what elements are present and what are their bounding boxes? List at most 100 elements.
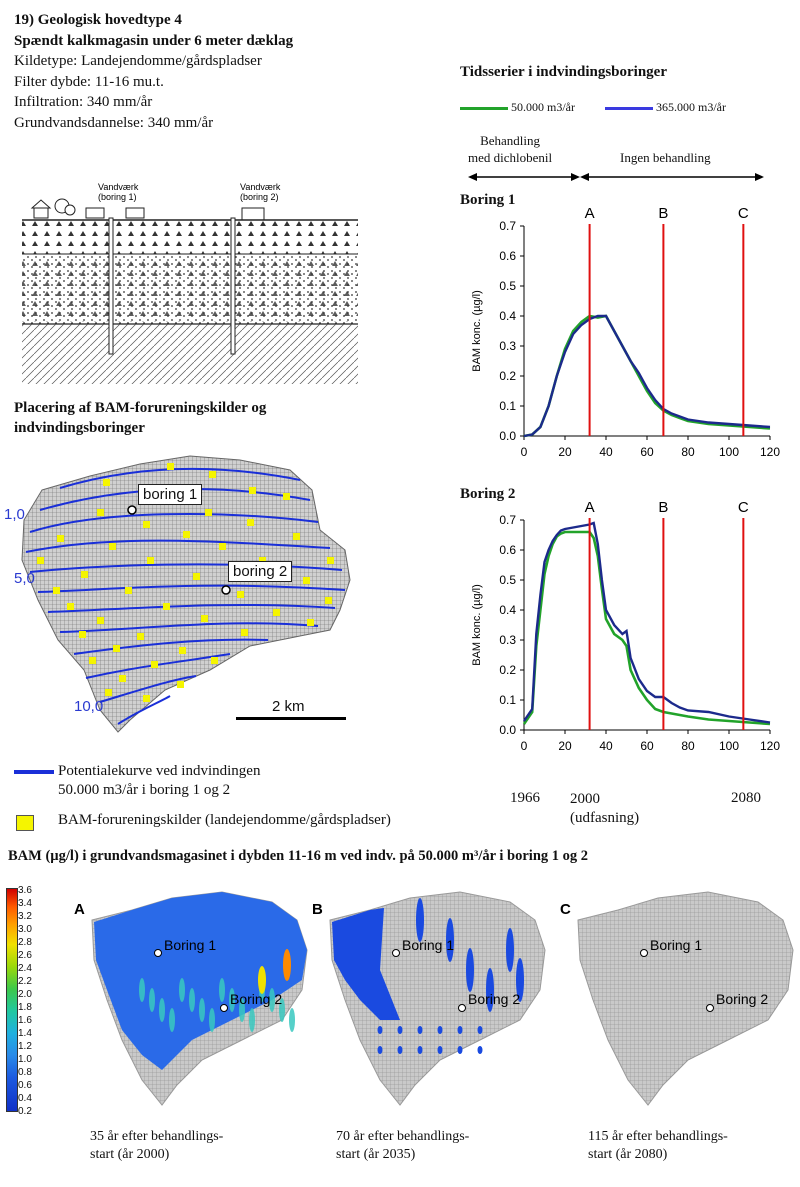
colorbar-tick: 1.4: [18, 1028, 32, 1039]
contour-label-10: 10,0: [74, 698, 104, 715]
x-tick-label: 0: [521, 445, 528, 459]
source-legend-swatch: [16, 815, 34, 831]
panel-B: Boring 1 Boring 2: [329, 891, 546, 1106]
plume-area: [94, 892, 307, 1070]
infiltration: Infiltration: 340 mm/år: [14, 94, 153, 110]
boring1-chart-title: Boring 1: [460, 192, 516, 208]
boring2-chart-title: Boring 2: [460, 486, 516, 502]
well-boring2: [230, 217, 236, 355]
plume-streak: [269, 988, 275, 1012]
plume-spot: [417, 1026, 423, 1034]
plume-streak: [149, 988, 155, 1012]
source-square: [283, 493, 290, 500]
source-square: [177, 681, 184, 688]
plume-streak: [209, 1008, 215, 1032]
boring1-label: boring 1: [138, 484, 203, 505]
source-map: [21, 455, 351, 733]
y-axis-label: BAM konc. (µg/l): [471, 584, 483, 666]
contour-label-5: 5,0: [14, 570, 35, 587]
plume-streak: [466, 948, 474, 992]
y-tick-label: 0.4: [499, 309, 516, 323]
plume-streak: [446, 918, 454, 962]
filter-depth: Filter dybde: 11-16 mu.t.: [14, 73, 164, 90]
colorbar-tick: 0.4: [18, 1093, 32, 1104]
source-square: [37, 557, 44, 564]
x-tick-label: 40: [599, 445, 613, 459]
year-2000: 2000 (udfasning): [570, 791, 640, 826]
source-square: [259, 557, 266, 564]
phase-arrows: [468, 173, 764, 181]
potential-legend-text: Potentialekurve ved indvindingen 50.000 …: [58, 763, 261, 798]
source-square: [237, 591, 244, 598]
y-tick-label: 0.6: [499, 249, 516, 263]
plume-spot: [397, 1046, 403, 1054]
boring2-chart: 0.0 0.1 0.2 0.3 0.4 0.5 0.6 0.7 0 20 40 60 80 100 120 B…: [471, 500, 780, 753]
x-tick-label: 100: [719, 445, 739, 459]
boring2-marker: [458, 1004, 466, 1012]
y-tick-label: 0.5: [499, 279, 516, 293]
boring2-label: Boring 2: [468, 991, 520, 1007]
y-tick-label: 0.6: [499, 543, 516, 557]
boring2-label: boring 2: [228, 561, 293, 582]
x-tick-label: 60: [640, 445, 654, 459]
x-tick-label: 80: [681, 739, 695, 753]
x-tick-label: 20: [558, 445, 572, 459]
x-tick-label: 120: [760, 739, 780, 753]
boring2-label: Boring 2: [230, 991, 282, 1007]
source-square: [327, 557, 334, 564]
plume-streak: [199, 998, 205, 1022]
y-tick-label: 0.5: [499, 573, 516, 587]
colorbar-tick: 2.4: [18, 963, 32, 974]
colorbar-tick: 3.4: [18, 898, 32, 909]
boring2-marker: [221, 585, 231, 595]
colorbar-tick: 1.6: [18, 1015, 32, 1026]
panel-letter: C: [560, 901, 571, 918]
y-tick-label: 0.0: [499, 723, 516, 737]
source-square: [307, 619, 314, 626]
colorbar-tick: 2.2: [18, 976, 32, 987]
boring1-label: Boring 1: [164, 937, 216, 953]
y-axis-label: BAM konc. (µg/l): [471, 290, 483, 372]
marker-label-C: C: [738, 206, 749, 222]
colorbar-tick: 1.8: [18, 1002, 32, 1013]
source-square: [53, 587, 60, 594]
source-square: [143, 521, 150, 528]
series1-swatch: [460, 106, 508, 110]
source-square: [273, 609, 280, 616]
plume-spot: [457, 1026, 463, 1034]
plume-streak: [486, 968, 494, 1012]
y-tick-label: 0.3: [499, 633, 516, 647]
colorbar-tick: 2.0: [18, 989, 32, 1000]
colorbar-tick: 1.2: [18, 1041, 32, 1052]
y-tick-label: 0.0: [499, 429, 516, 443]
plume-streak: [279, 998, 285, 1022]
source-square: [79, 631, 86, 638]
panel-letter: B: [312, 901, 323, 918]
waterworks1-building: [85, 207, 105, 219]
boring1-label: Boring 1: [402, 937, 454, 953]
panel-A: Boring 1 Boring 2: [91, 891, 308, 1106]
x-tick-label: 80: [681, 445, 695, 459]
boring2-marker: [220, 1004, 228, 1012]
geologic-cross-section: Vandværk (boring 1) Vandværk (boring 2): [22, 182, 358, 384]
source-square: [325, 597, 332, 604]
source-square: [151, 661, 158, 668]
year-1966: 1966: [510, 790, 540, 806]
series-line-2: [523, 314, 771, 438]
marker-label-A: A: [585, 206, 595, 222]
plume-streak: [179, 978, 185, 1002]
y-tick-label: 0.1: [499, 693, 516, 707]
source-square: [249, 487, 256, 494]
plume-streak: [249, 1008, 255, 1032]
source-square: [67, 603, 74, 610]
panel-area: [577, 891, 794, 1106]
source-square: [163, 603, 170, 610]
y-tick-label: 0.7: [499, 513, 516, 527]
farm-icon: [30, 198, 76, 219]
panel-area: [329, 891, 546, 1106]
colorbar-tick: 0.2: [18, 1106, 32, 1117]
well-boring1: [108, 217, 114, 355]
colorbar: [6, 888, 34, 1112]
phase1-label: Behandling med dichlobenil: [468, 133, 553, 165]
